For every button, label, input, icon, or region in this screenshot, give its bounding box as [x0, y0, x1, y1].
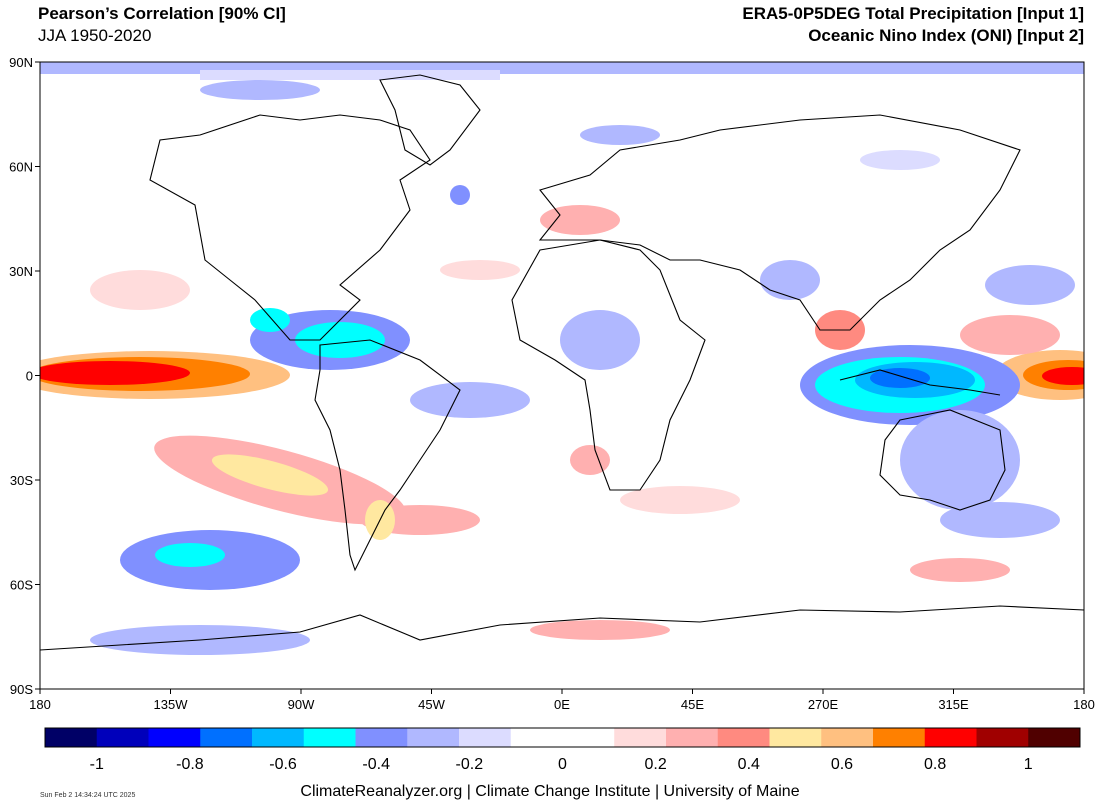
colorbar-tick-label: 0.6: [831, 756, 853, 773]
colorbar-swatch: [45, 728, 98, 747]
lon-label: 135W: [154, 697, 189, 712]
colorbar-swatch: [200, 728, 253, 747]
lon-label: 180: [29, 697, 51, 712]
colorbar-swatch: [148, 728, 201, 747]
lat-label: 90S: [10, 682, 33, 697]
south-america-outline: [314, 339, 461, 572]
lat-label: 30S: [10, 473, 33, 488]
colorbar-swatch: [769, 728, 822, 747]
australia-outline: [879, 409, 1006, 511]
lon-label: 0E: [554, 697, 570, 712]
lon-label: 45W: [418, 697, 445, 712]
longitude-axis: 180 135W 90W 45W 0E 45E 270E 315E 180: [29, 689, 1095, 712]
colorbar-tick-label: -0.6: [269, 756, 297, 773]
greenland-outline: [379, 74, 481, 166]
colorbar-tick-label: 0.2: [645, 756, 667, 773]
colorbar-tick-label: 1: [1024, 756, 1033, 773]
colorbar-tick-label: -0.8: [176, 756, 204, 773]
correlation-field: [40, 62, 1084, 655]
colorbar-swatch: [666, 728, 719, 747]
colorbar-swatch: [407, 728, 460, 747]
colorbar-tick-label: 0.4: [738, 756, 760, 773]
lat-label: 90N: [9, 55, 33, 70]
correlation-map: 90N 60N 30N 0 30S 60S 90S 180 135W 90W 45W 0E 45E 27…: [9, 55, 1095, 773]
colorbar-tick-label: -0.2: [456, 756, 484, 773]
colorbar-tick-label: -1: [90, 756, 104, 773]
header-left: Pearson’s Correlation [90% CI] JJA 1950-…: [38, 3, 286, 47]
eurasia-outline: [538, 114, 1021, 331]
colorbar-swatch: [459, 728, 512, 747]
latitude-axis: 90N 60N 30N 0 30S 60S 90S: [9, 55, 40, 697]
lon-label: 180: [1073, 697, 1095, 712]
colorbar-swatch: [1028, 728, 1081, 747]
colorbar-swatch: [873, 728, 926, 747]
colorbar-swatch: [717, 728, 770, 747]
lat-label: 60S: [10, 578, 33, 593]
colorbar-swatch: [976, 728, 1029, 747]
colorbar-swatch: [614, 728, 667, 747]
timestamp: Sun Feb 2 14:34:24 UTC 2025: [40, 792, 136, 799]
colorbar-tick-label: 0: [558, 756, 567, 773]
header-right: ERA5-0P5DEG Total Precipitation [Input 1…: [742, 3, 1084, 47]
lat-label: 0: [26, 369, 33, 384]
input2-title: Oceanic Nino Index (ONI) [Input 2]: [808, 26, 1084, 45]
coastlines: [40, 74, 1084, 651]
correlation-title: Pearson’s Correlation [90% CI]: [38, 4, 286, 23]
indonesia-outline: [839, 369, 1001, 396]
colorbar-tick-label: 0.8: [924, 756, 946, 773]
colorbar-swatch: [252, 728, 305, 747]
colorbar-frame: [44, 727, 1081, 748]
colorbar-tick-label: -0.4: [362, 756, 390, 773]
colorbar-swatch: [924, 728, 977, 747]
lat-label: 30N: [9, 264, 33, 279]
africa-outline: [511, 239, 706, 491]
antarctica-outline: [40, 605, 1084, 651]
colorbar-swatch: [303, 728, 356, 747]
colorbar-swatch: [510, 728, 563, 747]
colorbar-swatch: [355, 728, 408, 747]
lat-label: 60N: [9, 160, 33, 175]
colorbar-swatch: [96, 728, 149, 747]
lon-label: 315E: [938, 697, 969, 712]
lon-label: 45E: [681, 697, 704, 712]
colorbar: -1 -0.8 -0.6 -0.4 -0.2 0 0.2 0.4 0.6 0.8 1: [44, 727, 1081, 773]
colorbar-swatch: [562, 728, 615, 747]
credit-line: ClimateReanalyzer.org | Climate Change I…: [300, 783, 800, 800]
input1-title: ERA5-0P5DEG Total Precipitation [Input 1…: [742, 4, 1084, 23]
season-period: JJA 1950-2020: [38, 26, 152, 45]
colorbar-swatch: [821, 728, 874, 747]
lon-label: 90W: [288, 697, 315, 712]
north-america-outline: [149, 114, 431, 341]
lon-label: 270E: [808, 697, 839, 712]
